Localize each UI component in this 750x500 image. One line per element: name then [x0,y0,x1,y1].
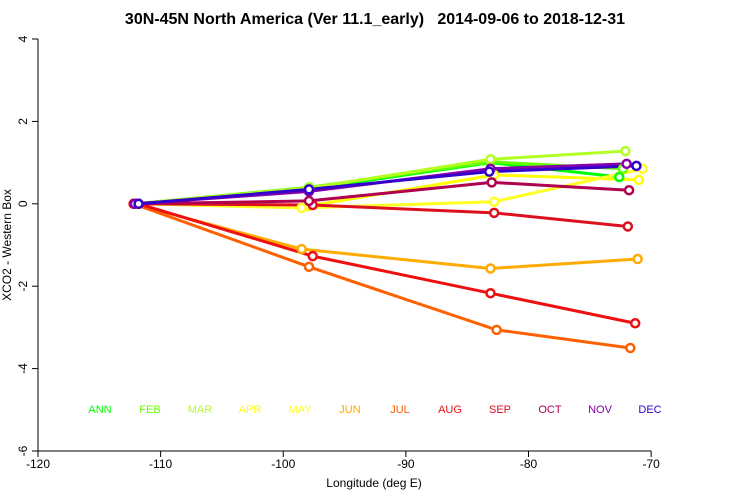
data-point [488,196,500,207]
legend-label: APR [239,404,262,416]
x-tick-label: -110 [149,457,172,471]
data-point [488,207,500,219]
legend-label: SEP [489,404,511,416]
chart-title: 30N-45N North America (Ver 11.1_early) 2… [125,11,625,28]
data-point [614,171,625,183]
y-axis-label: XCO2 - Western Box [0,189,14,301]
y-tick-label: 0 [16,200,30,207]
data-point [485,287,496,299]
legend-label: FEB [139,404,160,416]
series-line [133,202,638,270]
data-point [484,166,495,177]
y-tick-label: -2 [16,281,30,292]
series-line [138,164,637,206]
data-point [491,324,502,336]
legend-label: JUL [390,404,410,416]
data-point [307,250,318,262]
data-point [303,261,315,273]
legend-label: JUN [339,404,360,416]
data-point [303,195,315,207]
legend-label: AUG [438,404,462,416]
data-point [625,342,636,354]
data-point [621,158,632,170]
x-tick-label: -90 [397,457,415,471]
data-point [629,318,641,329]
legend-label: ANN [88,404,111,416]
legend-label: NOV [588,404,613,416]
x-tick-label: -80 [520,457,538,471]
data-point [620,145,631,157]
data-point [485,263,496,274]
legend-label: MAY [288,404,312,416]
series-line [133,202,631,350]
y-tick-label: 4 [16,35,30,42]
data-point [633,174,645,186]
data-point [296,243,307,255]
legend-label: MAR [188,404,213,416]
x-tick-label: -70 [642,457,660,471]
y-tick-label: -6 [16,445,30,456]
x-axis-label: Longitude (deg E) [326,476,421,490]
data-point [133,198,144,210]
y-tick-label: -4 [16,363,30,374]
x-tick-label: -100 [271,457,295,471]
y-tick-label: 2 [16,118,30,125]
data-point [485,154,496,165]
series-line [133,202,628,228]
series-line [138,202,636,325]
data-point [631,160,642,172]
data-point [623,184,635,196]
data-point [486,177,497,188]
legend-label: OCT [538,404,562,416]
x-tick-label: -120 [26,457,50,471]
legend-label: DEC [638,404,661,416]
data-point [632,253,643,265]
data-point [622,221,634,232]
data-point [296,202,307,214]
data-point [303,184,315,195]
series-line [138,180,630,206]
